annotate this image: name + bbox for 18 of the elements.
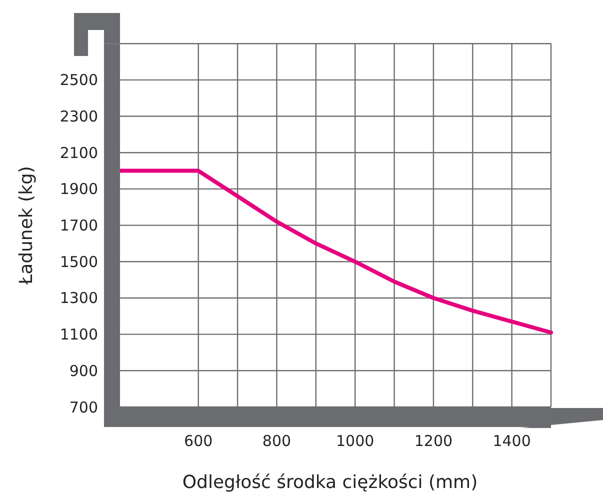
y-tick-label: 900 [69, 362, 98, 380]
x-tick-label: 1200 [414, 432, 453, 450]
x-tick-label: 600 [184, 432, 213, 450]
line-series [118, 168, 553, 335]
x-tick-label: 1400 [492, 432, 531, 450]
y-axis-title: Ładunek (kg) [16, 166, 37, 286]
y-tick-label: 2100 [60, 144, 98, 162]
x-tick-label: 800 [262, 432, 292, 450]
y-tick-label: 700 [69, 398, 98, 416]
y-tick-label: 1500 [60, 252, 98, 271]
x-axis-title: Odległość środka ciężkości (mm) [182, 472, 478, 493]
y-tick-label: 2500 [60, 71, 98, 90]
y-tick-label: 2300 [60, 108, 98, 126]
y-tick-label: 1100 [60, 326, 98, 344]
y-tick-label: 1300 [60, 289, 98, 308]
y-tick-label: 1900 [60, 180, 98, 198]
x-tick-label: 1000 [336, 432, 374, 450]
y-tick-label: 1700 [60, 216, 98, 235]
